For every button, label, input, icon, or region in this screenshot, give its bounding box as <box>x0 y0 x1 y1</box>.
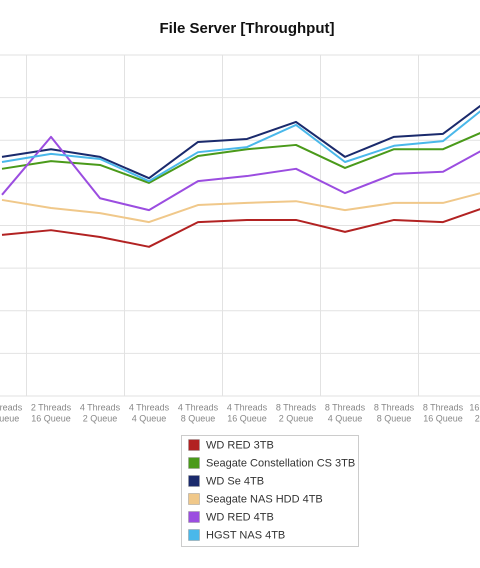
x-tick-label: 4 Threads <box>227 402 268 412</box>
legend-label: Seagate Constellation CS 3TB <box>206 457 355 469</box>
x-tick-label: 16 Queue <box>227 413 267 423</box>
legend-box <box>181 435 359 547</box>
x-tick-label: 8 Threads <box>276 402 317 412</box>
legend-swatch <box>188 511 200 523</box>
series-line <box>1 135 480 212</box>
series-line <box>1 110 480 183</box>
x-tick-label: 4 Threads <box>129 402 170 412</box>
x-tick-label: 2 Queue <box>83 413 118 423</box>
x-tick-label: 2 Queue <box>279 413 314 423</box>
x-tick-label: 2 Threads <box>31 402 72 412</box>
x-tick-label: 16 Queue <box>423 413 463 423</box>
legend-label: WD RED 3TB <box>206 439 274 451</box>
x-tick-label: 8 Threads <box>374 402 415 412</box>
x-tick-label: 4 Queue <box>132 413 167 423</box>
legend-swatch <box>188 475 200 487</box>
series-line <box>1 104 480 180</box>
x-tick-label: 8 Queue <box>0 413 19 423</box>
x-tick-label: 4 Threads <box>178 402 219 412</box>
x-tick-label: 8 Queue <box>181 413 216 423</box>
x-tick-label: 2 Queue <box>475 413 480 423</box>
chart-title: File Server [Throughput] <box>159 20 334 37</box>
x-tick-label: 8 Threads <box>423 402 464 412</box>
x-tick-label: 4 Threads <box>80 402 121 412</box>
x-tick-label: 8 Queue <box>377 413 412 423</box>
legend-label: Seagate NAS HDD 4TB <box>206 493 323 505</box>
legend-label: WD RED 4TB <box>206 511 274 523</box>
x-tick-label: 16 Threads <box>469 402 480 412</box>
x-tick-label: 4 Queue <box>328 413 363 423</box>
x-tick-label: 16 Queue <box>31 413 71 423</box>
x-tick-label: 8 Threads <box>325 402 366 412</box>
legend-label: WD Se 4TB <box>206 475 264 487</box>
legend-swatch <box>188 439 200 451</box>
series-line <box>1 208 480 248</box>
legend-swatch <box>188 529 200 541</box>
legend-swatch <box>188 457 200 469</box>
series-line <box>1 192 480 224</box>
series-line <box>1 132 480 184</box>
x-tick-label: 2 Threads <box>0 402 23 412</box>
legend-swatch <box>188 493 200 505</box>
legend-label: HGST NAS 4TB <box>206 529 285 541</box>
